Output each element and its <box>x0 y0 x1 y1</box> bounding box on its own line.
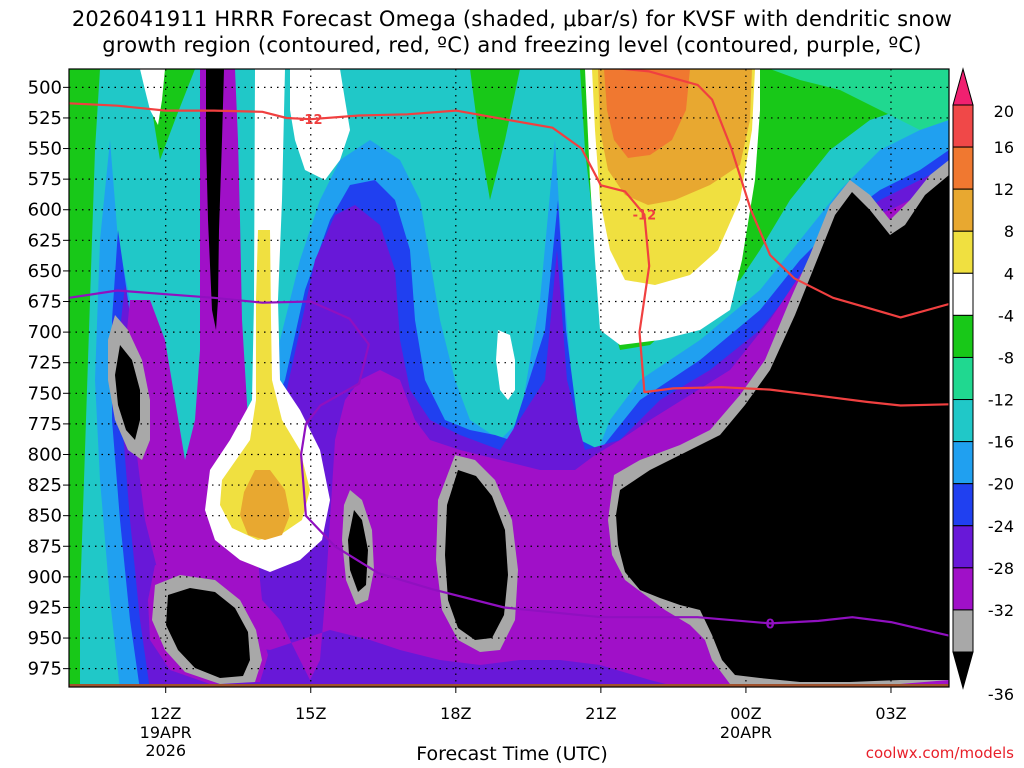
omega-region-black-column <box>206 69 224 330</box>
omega-region-orange-low <box>240 470 290 540</box>
colorbar-label: 20 <box>994 102 1014 121</box>
time-tick-label: 18Z <box>440 704 471 723</box>
time-tick-label: 00Z <box>730 704 761 723</box>
pressure-tick-label: 975 <box>28 659 62 680</box>
chart-title-line-2: growth region (contoured, red, ºC) and f… <box>102 33 922 57</box>
omega-region-black-core <box>616 175 949 682</box>
pressure-tick-label: 875 <box>28 536 62 557</box>
omega-region-orange-upper <box>604 69 690 158</box>
omega-region-black-left-top <box>115 345 140 440</box>
colorbar-label: -12 <box>988 391 1014 410</box>
omega-region-white-upper-mid <box>290 69 350 180</box>
source-credit: coolwx.com/models <box>865 744 1014 762</box>
pressure-tick-label: 625 <box>28 230 62 251</box>
time-tick-label: 03Z <box>875 704 906 723</box>
grid-lines <box>69 69 949 687</box>
pressure-tick-label: 550 <box>28 139 62 160</box>
colorbar-label: 16 <box>994 138 1014 157</box>
colorbar-swatch <box>952 146 974 190</box>
colorbar: 20 16 12 8 4 -4 -8 -12 -16 -20 -24 -28 -32 -36 <box>952 67 1014 704</box>
pressure-tick-label: 675 <box>28 292 62 313</box>
pressure-tick-label: 825 <box>28 475 62 496</box>
colorbar-max-arrow <box>952 67 974 106</box>
colorbar-label: 8 <box>1004 222 1014 241</box>
time-tick-sublabel: 19APR <box>140 723 192 742</box>
time-tick-label: 12Z <box>150 704 181 723</box>
colorbar-swatch <box>952 188 974 232</box>
colorbar-swatch <box>952 104 974 148</box>
omega-shaded-field <box>69 69 949 687</box>
colorbar-label: 12 <box>994 180 1014 199</box>
dendritic-zone-contour-label: -12 <box>633 209 657 224</box>
pressure-tick-label: 850 <box>28 506 62 527</box>
pressure-tick-label: 800 <box>28 444 62 465</box>
pressure-tick-label: 500 <box>28 77 62 98</box>
pressure-tick-label: 775 <box>28 414 62 435</box>
colorbar-swatch <box>952 567 974 611</box>
time-tick-sublabel: 20APR <box>720 723 772 742</box>
pressure-tick-label: 575 <box>28 169 62 190</box>
chart-title-line-1: 2026041911 HRRR Forecast Omega (shaded, … <box>71 7 953 31</box>
time-tick-label: 15Z <box>295 704 326 723</box>
colorbar-label: -4 <box>998 306 1014 325</box>
pressure-tick-label: 900 <box>28 567 62 588</box>
time-tick-sublabel: 2026 <box>145 741 186 760</box>
omega-region-green-right-top <box>770 69 949 130</box>
omega-region-white-slot <box>496 330 515 400</box>
colorbar-label: -20 <box>988 475 1014 494</box>
colorbar-swatch <box>952 609 974 653</box>
colorbar-swatch <box>952 356 974 401</box>
colorbar-label: -24 <box>988 517 1014 536</box>
colorbar-swatch <box>952 441 974 485</box>
dendritic-zone-upper-contour <box>69 102 949 407</box>
plot-frame <box>68 68 950 688</box>
pressure-tick-label: 600 <box>28 200 62 221</box>
freezing-level-contour <box>69 289 949 637</box>
dendritic-zone-contour-label: -12 <box>299 113 323 128</box>
freezing-level-contour-label: 0 <box>766 617 775 632</box>
dendritic-zone-lower-contour <box>613 69 949 319</box>
colorbar-min-arrow <box>952 651 974 690</box>
pressure-tick-label: 700 <box>28 322 62 343</box>
pressure-tick-label: 950 <box>28 628 62 649</box>
omega-region-yellow-low <box>220 230 310 540</box>
colorbar-swatch <box>952 272 974 316</box>
colorbar-label: -16 <box>988 433 1014 452</box>
colorbar-label: -32 <box>988 601 1014 620</box>
pressure-tick-label: 925 <box>28 597 62 618</box>
colorbar-label: -28 <box>988 559 1014 578</box>
chart-title: 2026041911 HRRR Forecast Omega (shaded, … <box>0 6 1024 58</box>
pressure-tick-label: 725 <box>28 353 62 374</box>
colorbar-swatch <box>952 230 974 274</box>
x-axis-title: Forecast Time (UTC) <box>416 743 608 765</box>
terrain-strip <box>69 684 949 687</box>
pressure-tick-label: 750 <box>28 383 62 404</box>
omega-region-black-mid <box>348 510 368 592</box>
colorbar-label: 4 <box>1004 264 1014 283</box>
colorbar-swatch <box>952 525 974 569</box>
pressure-axis: 500 525 550 575 600 625 650 675 700 725 750 775 800 8… <box>28 77 69 680</box>
colorbar-swatch <box>952 483 974 527</box>
colorbar-swatch <box>952 314 974 358</box>
pressure-tick-label: 650 <box>28 261 62 282</box>
contour-lines: -12 -12 0 <box>69 69 949 637</box>
time-tick-label: 21Z <box>585 704 616 723</box>
colorbar-label: -36 <box>988 685 1014 704</box>
colorbar-label: -8 <box>998 348 1014 367</box>
omega-region-black-low-left <box>166 588 250 678</box>
colorbar-swatch <box>952 399 974 443</box>
pressure-tick-label: 525 <box>28 108 62 129</box>
